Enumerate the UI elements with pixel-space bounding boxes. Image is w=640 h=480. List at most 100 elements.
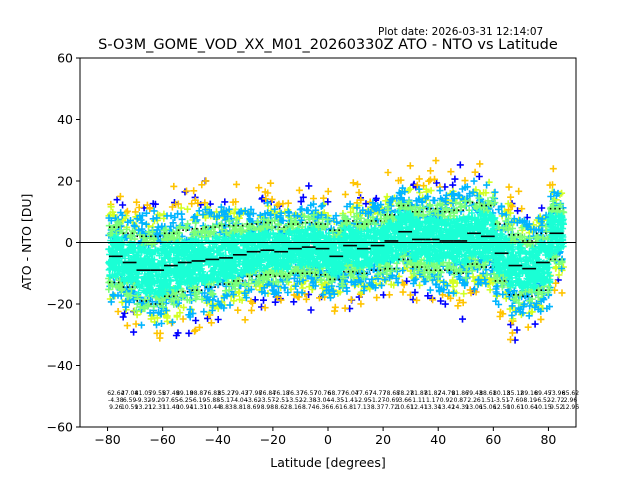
bin-stat-label: -3.52 (287, 397, 303, 404)
bin-stat-label: 89.18 (176, 390, 193, 397)
bin-stat-label: 89.45 (534, 390, 551, 397)
bin-stat-label: 12.50 (493, 404, 510, 411)
bin-stat-label: -3.04 (315, 397, 331, 404)
bin-stat-label: 76.18 (273, 390, 290, 397)
bin-stat-label: -9.32 (136, 397, 152, 404)
bin-stat-label: 76.37 (286, 390, 303, 397)
bin-stat-label: 8.74 (302, 404, 316, 411)
bin-stat-label: 10.61 (507, 404, 524, 411)
bin-stat-label: 77.98 (245, 390, 262, 397)
bin-stat-label: 1.11 (412, 397, 426, 404)
bin-stat-label: 12.31 (149, 404, 166, 411)
bin-stat-label: -4.04 (232, 397, 248, 404)
x-tick-label: 0 (324, 432, 332, 447)
bin-stat-label: 8.62 (274, 404, 288, 411)
bin-stat-label: 88.61 (479, 390, 496, 397)
bin-stat-label: 70.76 (314, 390, 331, 397)
x-axis-label: Latitude [degrees] (270, 455, 386, 470)
bin-stat-label: -3.57 (260, 397, 276, 404)
bin-stat-label: 80.13 (493, 390, 510, 397)
bin-stat-label: -7.60 (508, 397, 524, 404)
bin-stat-label: 7.72 (385, 404, 399, 411)
bin-stat-label: 68.77 (328, 390, 345, 397)
bin-stat-label: 76.04 (341, 390, 358, 397)
bin-stat-label: -7.65 (163, 397, 179, 404)
bin-stat-label: 10.15 (534, 404, 551, 411)
bin-stat-label: 9.52 (550, 404, 564, 411)
bin-stat-label: -5.17 (218, 397, 234, 404)
bin-stat-label: 6.59 (123, 397, 137, 404)
x-axis: −80 −60 −40 −20 0 20 40 60 80 (94, 427, 556, 447)
y-axis-label: ATO - NTO [DU] (19, 194, 34, 291)
bin-stat-label: -2.38 (301, 397, 317, 404)
bin-stat-label: 0.87 (454, 397, 468, 404)
bin-stat-label: 81.87 (410, 390, 427, 397)
bin-stat-label: 8.83 (219, 404, 233, 411)
bin-stat-label: 13.34 (424, 404, 441, 411)
bin-stat-label: 14.39 (452, 404, 469, 411)
bin-stat-label: 27.04 (121, 390, 138, 397)
bin-statistics: 62.64-4.389.2627.046.5910.5981.05-9.3213… (107, 390, 579, 411)
bin-stat-label: 10.94 (176, 404, 193, 411)
bin-stat-label: 76.57 (300, 390, 317, 397)
plot-date: Plot date: 2026-03-31 12:14:07 (378, 26, 543, 38)
x-tick-label: 40 (430, 432, 446, 447)
y-axis: −60 −40 −20 0 20 40 60 (47, 51, 80, 435)
bin-stat-label: 2.96 (564, 397, 578, 404)
bin-stat-label: 78.68 (383, 390, 400, 397)
bin-stat-label: 76.84 (259, 390, 276, 397)
scatter-series (107, 157, 566, 344)
median-markers (108, 230, 564, 271)
bin-stat-label: 85.62 (562, 390, 579, 397)
bin-stat-label: 7.13 (357, 404, 371, 411)
bin-stat-label: 0.92 (440, 397, 454, 404)
bin-stat-label: 13.42 (438, 404, 455, 411)
bin-stat-label: 13.21 (135, 404, 152, 411)
x-tick-label: −40 (205, 432, 231, 447)
bin-stat-label: 76.83 (204, 390, 221, 397)
y-tick-label: 0 (65, 235, 73, 250)
bin-stat-label: 8.69 (247, 404, 261, 411)
bin-stat-label: 8.81 (233, 404, 247, 411)
bin-stat-label: 85.12 (507, 390, 524, 397)
x-tick-label: 60 (485, 432, 501, 447)
y-tick-label: 40 (57, 112, 73, 127)
bin-stat-label: 6.36 (316, 404, 330, 411)
bin-stat-label: 10.64 (521, 404, 538, 411)
bin-stat-label: 87.49 (162, 390, 179, 397)
bin-stat-label: 13.06 (465, 404, 482, 411)
bin-stat-label: -3.62 (246, 397, 262, 404)
bin-stat-label: -3.51 (494, 397, 510, 404)
bin-stat-label: 81.05 (135, 390, 152, 397)
bin-stat-label: -1.41 (342, 397, 358, 404)
bin-stat-label: 12.41 (410, 404, 427, 411)
bin-stat-label: -4.35 (329, 397, 345, 404)
y-tick-label: −60 (47, 420, 73, 435)
x-tick-label: 80 (540, 432, 556, 447)
bin-stat-label: 79.43 (231, 390, 248, 397)
bin-stat-label: 10.61 (397, 404, 414, 411)
bin-stat-label: -0.69 (384, 397, 400, 404)
bin-stat-label: 8.98 (261, 404, 275, 411)
y-tick-label: 20 (57, 174, 73, 189)
bin-stat-label: 6.81 (343, 404, 357, 411)
bin-stat-label: 62.64 (107, 390, 124, 397)
y-tick-label: −20 (47, 297, 73, 312)
bin-stat-label: 2.26 (467, 397, 481, 404)
bin-stat-label: 1.17 (426, 397, 440, 404)
bin-stat-label: 89.16 (521, 390, 538, 397)
bin-stat-label: -6.25 (177, 397, 193, 404)
bin-stat-label: 8.16 (288, 404, 302, 411)
bin-stat-label: 6.61 (330, 404, 344, 411)
bin-stat-label: 85.27 (217, 390, 234, 397)
bin-stat-label: -2.72 (549, 397, 565, 404)
chart-title: S-O3M_GOME_VOD_XX_M01_20260330Z ATO - NT… (98, 37, 558, 53)
bin-stat-label: 8.37 (371, 404, 385, 411)
bin-stat-label: -9.20 (149, 397, 165, 404)
x-tick-label: −20 (260, 432, 286, 447)
bin-stat-label: 79.43 (465, 390, 482, 397)
bin-stat-label: -8.19 (521, 397, 537, 404)
bin-stat-label: 10.44 (204, 404, 221, 411)
bin-stat-label: -1.27 (370, 397, 386, 404)
